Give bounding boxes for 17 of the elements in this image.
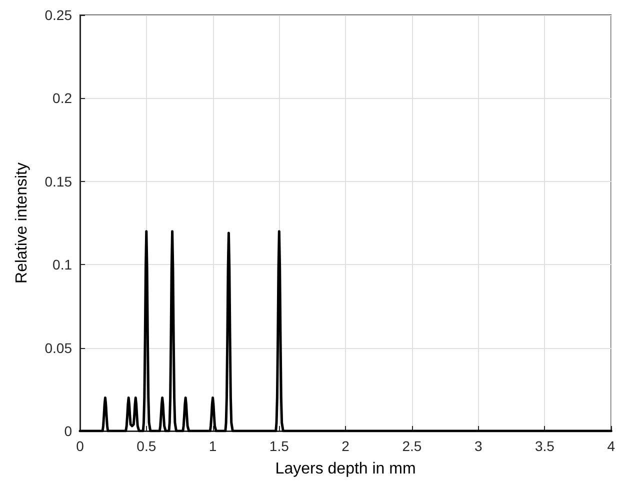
x-axis-title: Layers depth in mm	[275, 460, 416, 478]
x-tick-label: 2.5	[402, 438, 422, 454]
x-tick-label: 1.5	[269, 438, 290, 454]
y-tick-label: 0.05	[44, 340, 72, 356]
x-tick-label: 0.5	[136, 438, 156, 454]
x-tick-label: 0	[76, 438, 84, 454]
y-tick-label: 0.15	[44, 173, 72, 190]
y-tick-label: 0.2	[52, 90, 72, 106]
y-tick-label: 0	[64, 423, 72, 439]
y-tick-label: 0.25	[44, 7, 72, 23]
x-tick-label: 1	[208, 438, 217, 454]
x-tick-label: 4	[607, 438, 616, 454]
x-tick-label: 3.5	[534, 438, 555, 454]
y-tick-label: 0.1	[52, 256, 72, 273]
x-tick-label: 2	[342, 438, 350, 454]
x-tick-label: 3	[474, 438, 482, 454]
y-axis-title: Relative intensity	[14, 162, 30, 284]
